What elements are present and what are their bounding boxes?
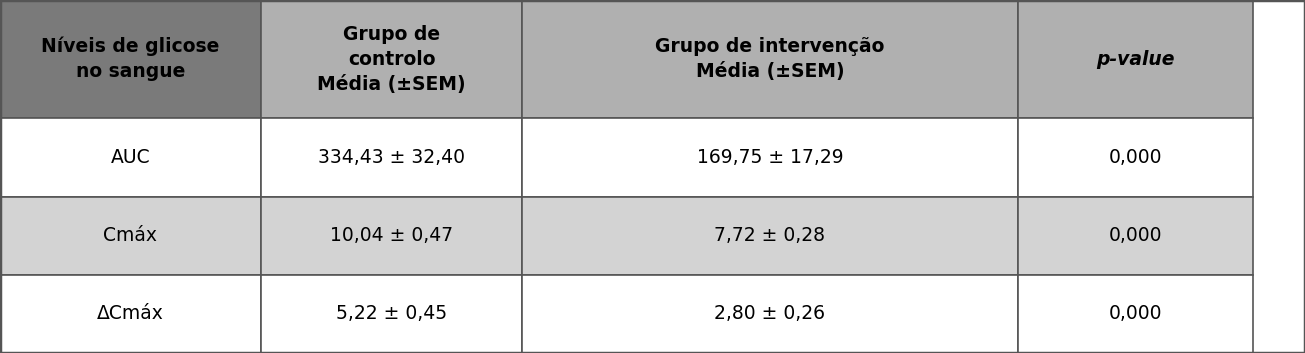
Bar [522,197,1018,275]
Text: 0,000: 0,000 [1109,304,1161,323]
Bar [0,0,261,118]
Text: 7,72 ± 0,28: 7,72 ± 0,28 [714,226,826,245]
Text: Grupo de
controlo
Média (±SEM): Grupo de controlo Média (±SEM) [317,25,466,94]
Bar [522,0,1018,118]
Text: 2,80 ± 0,26: 2,80 ± 0,26 [714,304,826,323]
Bar [261,118,522,197]
Text: 169,75 ± 17,29: 169,75 ± 17,29 [697,148,843,167]
Text: 5,22 ± 0,45: 5,22 ± 0,45 [335,304,448,323]
Bar [261,0,522,118]
Text: p-value: p-value [1096,50,1174,68]
Text: 334,43 ± 32,40: 334,43 ± 32,40 [318,148,465,167]
Bar [522,118,1018,197]
Text: Grupo de intervenção
Média (±SEM): Grupo de intervenção Média (±SEM) [655,37,885,81]
Bar [522,275,1018,353]
Bar [261,275,522,353]
Bar [1018,0,1253,118]
Text: ΔCmáx: ΔCmáx [97,304,164,323]
Text: 0,000: 0,000 [1109,226,1161,245]
Text: Cmáx: Cmáx [103,226,158,245]
Bar [1018,197,1253,275]
Bar [1018,118,1253,197]
Bar [0,275,261,353]
Text: AUC: AUC [111,148,150,167]
Bar [1018,275,1253,353]
Text: 0,000: 0,000 [1109,148,1161,167]
Text: Níveis de glicose
no sangue: Níveis de glicose no sangue [42,37,219,82]
Bar [261,197,522,275]
Text: 10,04 ± 0,47: 10,04 ± 0,47 [330,226,453,245]
Bar [0,197,261,275]
Bar [0,118,261,197]
